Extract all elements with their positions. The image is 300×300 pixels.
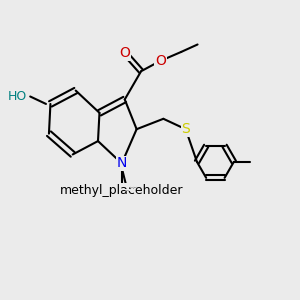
Text: methyl_placeholder: methyl_placeholder bbox=[60, 184, 184, 196]
Text: O: O bbox=[119, 46, 130, 60]
Text: O: O bbox=[155, 54, 166, 68]
Text: methyl_text: methyl_text bbox=[129, 186, 137, 188]
Text: methyl: methyl bbox=[125, 190, 130, 191]
Text: N: N bbox=[117, 156, 127, 170]
Text: S: S bbox=[181, 122, 190, 136]
Text: HO: HO bbox=[8, 90, 27, 103]
